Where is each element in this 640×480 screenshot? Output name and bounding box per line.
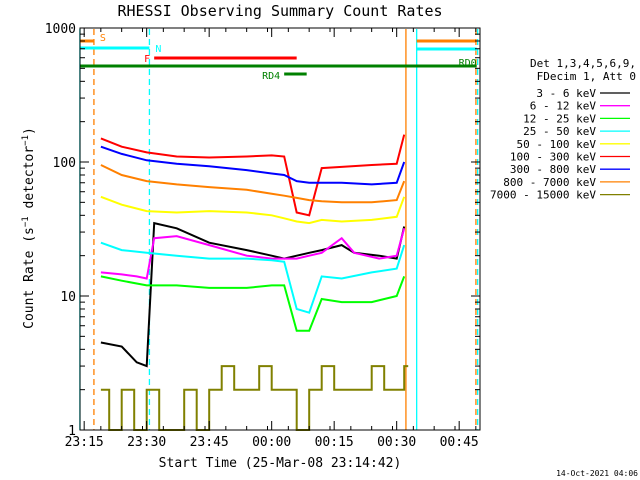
legend-label-5: 100 - 300 keV <box>510 151 596 164</box>
legend-label-0: 3 - 6 keV <box>536 87 596 100</box>
series-line-8 <box>100 365 409 431</box>
y-tick-label: 10 <box>60 290 76 305</box>
flag-label-4: RD4 <box>262 71 280 82</box>
series-line-7 <box>100 164 406 204</box>
x-axis-label: Start Time (25-Mar-08 23:14:42) <box>159 456 402 471</box>
legend-label-1: 6 - 12 keV <box>530 100 597 113</box>
flag-label-0: S <box>100 33 106 44</box>
footer-date: 14-Oct-2021 04:06 <box>556 469 638 478</box>
plot-frame <box>79 27 481 431</box>
legend-header-line-1: Det 1,3,4,5,6,9, <box>530 57 636 70</box>
legend-label-8: 7000 - 15000 keV <box>490 189 596 202</box>
legend-label-4: 50 - 100 keV <box>517 138 597 151</box>
axes: 1 10 100 1000 23:15 23:30 23:45 00:00 00:15 00:30… <box>45 22 481 450</box>
series-line-2 <box>100 275 406 332</box>
x-tick-label: 00:00 <box>252 435 291 450</box>
flag-label-2: F <box>144 54 150 65</box>
y-axis-label: Count Rate (s−1 detector−1) <box>21 127 37 329</box>
series-line-5 <box>100 134 406 217</box>
y-tick-label: 1000 <box>45 22 76 37</box>
x-tick-label: 23:30 <box>127 435 166 450</box>
series-line-6 <box>100 145 406 186</box>
legend: Det 1,3,4,5,6,9, FDecim 1, Att 0 3 - 6 k… <box>490 57 636 202</box>
chart-title: RHESSI Observing Summary Count Rates <box>117 2 442 20</box>
flag-label-3: RD0 <box>459 58 477 69</box>
legend-label-7: 800 - 7000 keV <box>503 176 596 189</box>
legend-label-6: 300 - 800 keV <box>510 163 596 176</box>
series-line-3 <box>100 241 406 314</box>
legend-label-3: 25 - 50 keV <box>523 125 596 138</box>
x-tick-label: 23:15 <box>65 435 104 450</box>
series-line-4 <box>100 195 406 225</box>
x-tick-label: 00:45 <box>440 435 479 450</box>
x-tick-label: 23:45 <box>190 435 229 450</box>
flag-label-1: N <box>155 44 161 55</box>
series-line-1 <box>100 228 406 280</box>
legend-header-line-2: FDecim 1, Att 0 <box>537 70 636 83</box>
legend-label-2: 12 - 25 keV <box>523 112 596 125</box>
x-tick-label: 00:15 <box>315 435 354 450</box>
y-tick-label: 100 <box>53 156 76 171</box>
y-tick-label: 1 <box>68 424 76 439</box>
x-tick-label: 00:30 <box>377 435 416 450</box>
plot-area: S NF RD0 RD4 <box>79 29 479 431</box>
